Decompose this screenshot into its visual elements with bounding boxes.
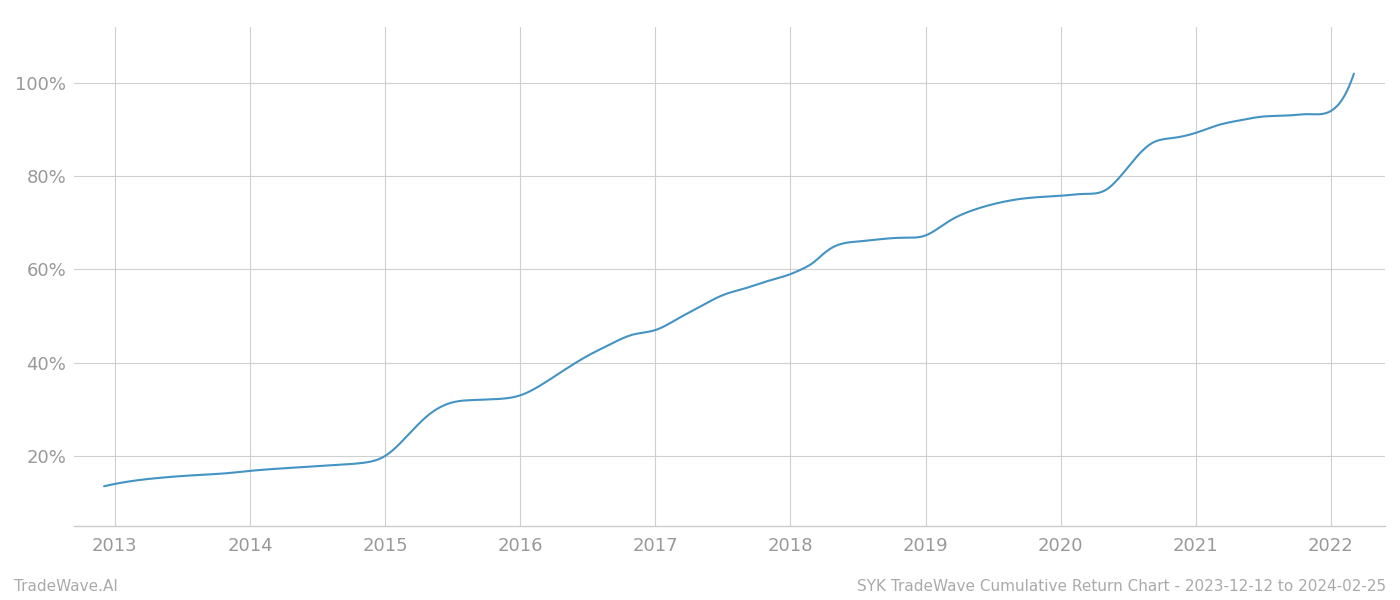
Text: TradeWave.AI: TradeWave.AI xyxy=(14,579,118,594)
Text: SYK TradeWave Cumulative Return Chart - 2023-12-12 to 2024-02-25: SYK TradeWave Cumulative Return Chart - … xyxy=(857,579,1386,594)
